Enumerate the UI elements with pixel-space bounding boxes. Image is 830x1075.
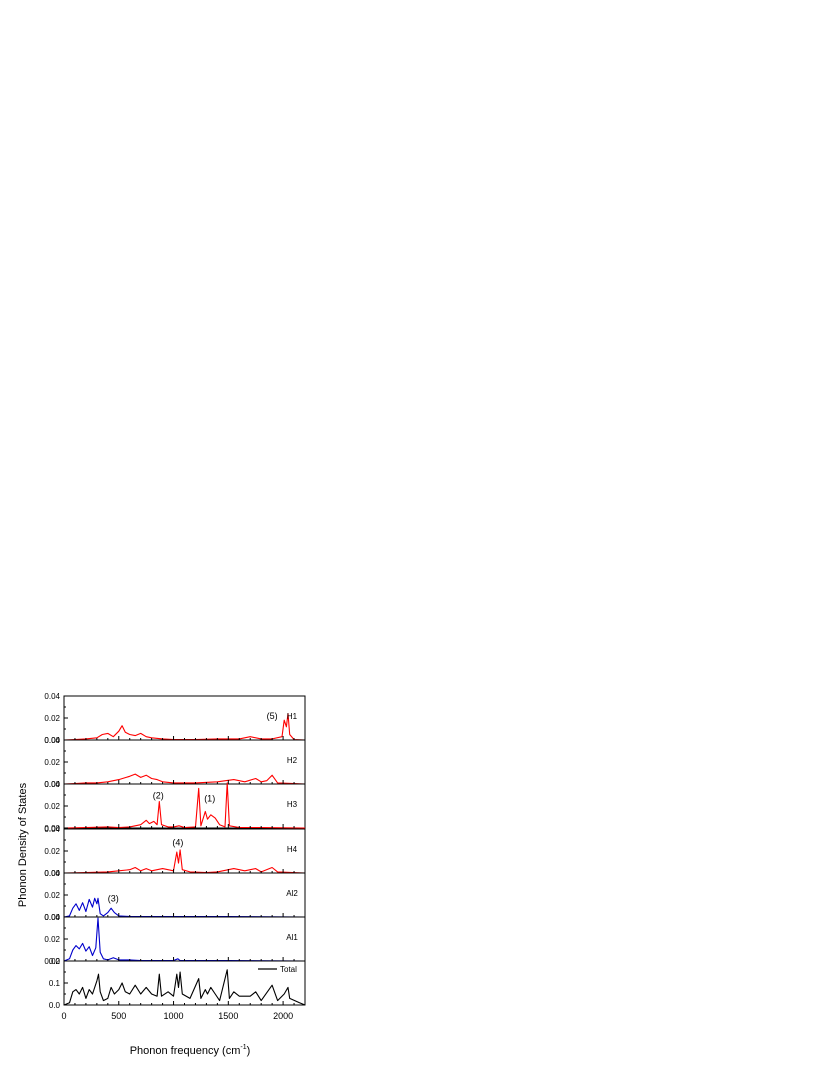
x-tick-label: 500 [111, 1011, 126, 1021]
y-tick-label: 0.00 [44, 780, 60, 789]
y-tick-label: 0.02 [44, 802, 60, 811]
y-tick-label: 0.04 [44, 913, 60, 922]
y-tick-label: 0.04 [44, 869, 60, 878]
x-tick-label: 1500 [218, 1011, 238, 1021]
series-line-total [63, 969, 306, 1006]
panel-al2: 0.00 0.02 0.04 Al2 (3) [44, 869, 306, 922]
panel-label-h4: H4 [287, 845, 298, 854]
legend-label: Total [280, 965, 297, 974]
y-tick-label: 0.02 [44, 935, 60, 944]
x-axis-label-superscript: -1 [240, 1044, 246, 1051]
y-tick-label: 0.00 [44, 824, 60, 833]
peak-annotation: (1) [204, 794, 215, 804]
series-line-h3 [63, 782, 306, 829]
panel-label-h1: H1 [287, 712, 298, 721]
y-axis-label: Phonon Density of States [17, 782, 29, 907]
y-tick-label: 0.02 [44, 714, 60, 723]
x-axis-label: Phonon frequency (cm-1) [130, 1044, 251, 1057]
y-tick-label: 0.04 [44, 780, 60, 789]
panel-h3: 0.00 0.02 0.04 H3 (2) (1) [44, 780, 306, 833]
x-tick-label: 0 [61, 1011, 66, 1021]
panel-total: 0.0 0.1 0.2 Total 0 500 1000 1500 2000 [49, 957, 306, 1021]
panel-label-h3: H3 [287, 800, 298, 809]
x-axis-label-main: Phonon frequency (cm [130, 1045, 241, 1057]
y-tick-label: 0.02 [44, 891, 60, 900]
y-tick-label: 0.02 [44, 847, 60, 856]
panel-h4: 0.00 0.02 0.04 H4 (4) [44, 825, 306, 878]
panel-frame [63, 828, 306, 874]
y-tick-label: 0.04 [44, 736, 60, 745]
series-line-h2 [63, 773, 306, 785]
x-tick-label: 2000 [273, 1011, 293, 1021]
series-line-h4 [63, 849, 306, 874]
panel-frame [63, 960, 306, 1006]
series-line-al1 [63, 917, 306, 962]
y-tick-label: 0.1 [49, 979, 61, 988]
panel-label-h2: H2 [287, 756, 298, 765]
panel-label-al1: Al1 [286, 933, 298, 942]
panel-label-al2: Al2 [286, 889, 298, 898]
y-tick-label: 0.00 [44, 913, 60, 922]
y-tick-label: 0.0 [49, 1001, 61, 1010]
y-tick-label: 0.00 [44, 957, 60, 966]
peak-annotation: (5) [267, 711, 278, 721]
panel-al1: 0.00 0.02 0.04 Al1 [44, 913, 306, 966]
x-tick-label: 1000 [164, 1011, 184, 1021]
panels-layer: 0.000.020.04H1(5)0.000.020.04H20.000.020… [44, 692, 306, 1021]
panel-frame [63, 739, 306, 785]
peak-annotation: (4) [172, 838, 183, 848]
series-line-h1 [63, 713, 306, 741]
series-line-al2 [63, 897, 306, 918]
x-axis-label-close: ) [247, 1045, 251, 1057]
y-tick-label: 0.00 [44, 869, 60, 878]
panel-h1: 0.00 0.02 0.04 H1 (5) [44, 692, 306, 745]
y-tick-label: 0.04 [44, 692, 60, 701]
panel-h2: 0.00 0.02 0.04 H2 [44, 736, 306, 789]
y-tick-label: 0.04 [44, 825, 60, 834]
panel-frame [63, 916, 306, 962]
y-tick-label: 0.2 [49, 957, 61, 966]
y-tick-label: 0.00 [44, 736, 60, 745]
peak-annotation: (2) [153, 790, 164, 800]
y-tick-label: 0.02 [44, 758, 60, 767]
panel-frame [63, 783, 306, 829]
peak-annotation: (3) [108, 894, 119, 904]
